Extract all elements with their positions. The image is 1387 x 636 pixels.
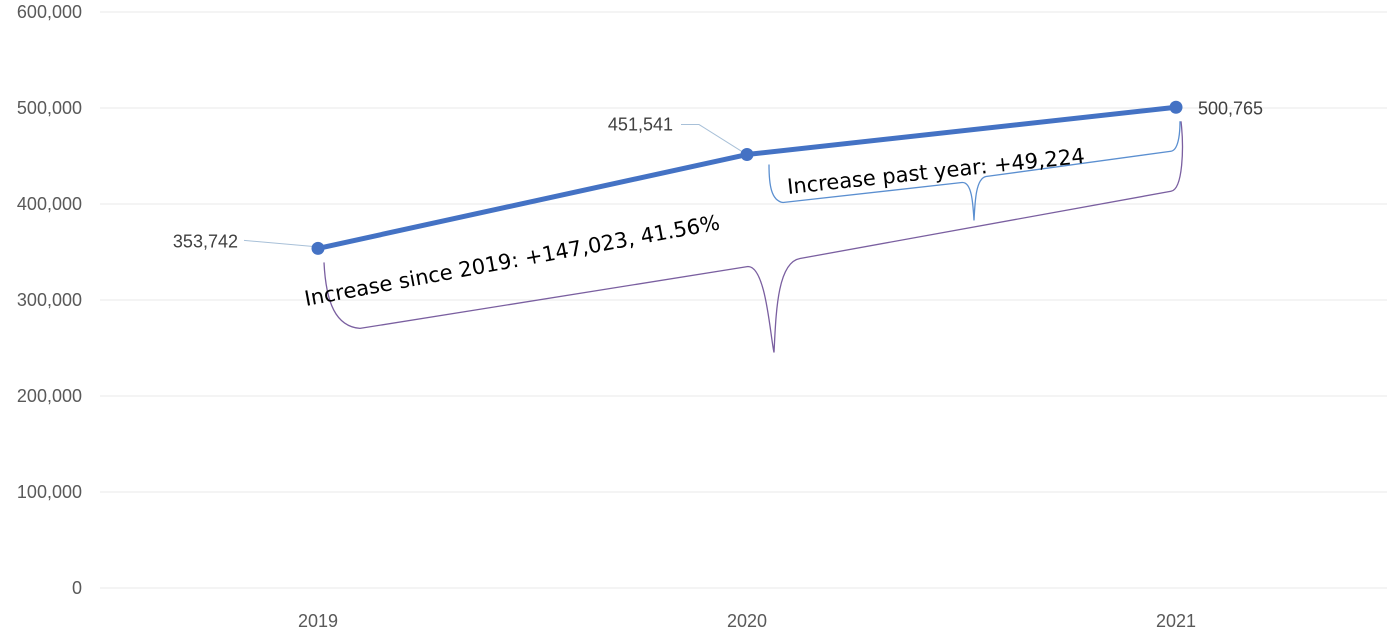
data-label-leaders bbox=[243, 124, 743, 247]
y-tick-label: 400,000 bbox=[17, 194, 82, 214]
x-tick-label: 2021 bbox=[1156, 611, 1196, 631]
data-label-2019: 353,742 bbox=[173, 231, 238, 251]
y-tick-label: 500,000 bbox=[17, 98, 82, 118]
y-tick-label: 100,000 bbox=[17, 482, 82, 502]
y-tick-label: 0 bbox=[72, 578, 82, 598]
data-points bbox=[311, 100, 1183, 255]
brace-increase-since-2019 bbox=[323, 121, 1184, 353]
x-axis-ticks: 2019 2020 2021 bbox=[298, 611, 1196, 631]
data-label-2020: 451,541 bbox=[608, 115, 673, 135]
brace-increase-past-year bbox=[768, 121, 1181, 221]
data-label-2021: 500,765 bbox=[1198, 98, 1263, 118]
gridlines bbox=[100, 11, 1387, 589]
leader-line bbox=[681, 124, 743, 152]
data-point bbox=[1169, 100, 1183, 114]
series-line bbox=[315, 104, 1179, 251]
x-tick-label: 2019 bbox=[298, 611, 338, 631]
annotation-increase-since-2019: Increase since 2019: +147,023, 41.56% bbox=[303, 210, 722, 310]
data-labels: 353,742 451,541 500,765 bbox=[173, 98, 1263, 251]
data-point bbox=[311, 241, 325, 255]
y-tick-label: 600,000 bbox=[17, 2, 82, 22]
annotation-increase-past-year: Increase past year: +49,224 bbox=[786, 144, 1086, 199]
y-axis-ticks: 0 100,000 200,000 300,000 400,000 500,000 600,… bbox=[17, 2, 82, 598]
y-tick-label: 300,000 bbox=[17, 290, 82, 310]
annotation-braces bbox=[323, 121, 1184, 353]
x-tick-label: 2020 bbox=[727, 611, 767, 631]
y-tick-label: 200,000 bbox=[17, 386, 82, 406]
data-point bbox=[740, 148, 754, 162]
leader-line bbox=[243, 239, 313, 247]
